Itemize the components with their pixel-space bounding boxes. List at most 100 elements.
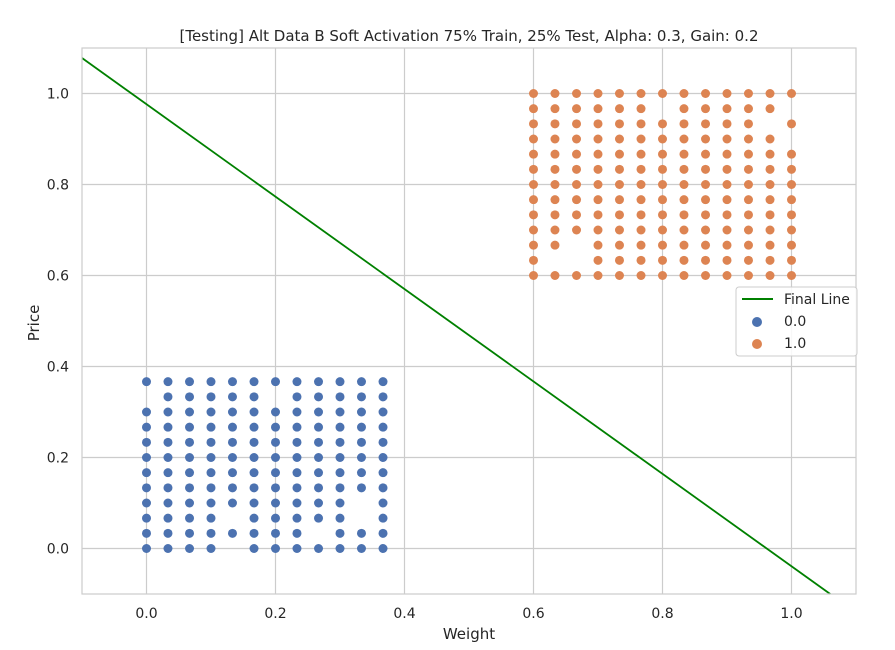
data-point: [529, 104, 538, 114]
data-point: [378, 422, 388, 432]
data-point: [636, 134, 646, 144]
data-point: [206, 528, 216, 538]
data-point: [722, 119, 732, 129]
data-point: [743, 195, 753, 205]
x-tick-label: 0.4: [393, 606, 415, 622]
data-point: [743, 271, 753, 280]
data-point: [227, 483, 237, 493]
data-point: [271, 422, 280, 432]
data-point: [765, 210, 775, 220]
data-point: [614, 210, 624, 220]
data-point: [314, 453, 324, 462]
data-point: [550, 210, 560, 220]
data-point: [142, 544, 151, 553]
data-point: [722, 149, 732, 159]
data-point: [722, 104, 732, 114]
data-point: [593, 180, 603, 189]
data-point: [206, 544, 216, 553]
data-point: [614, 89, 624, 98]
data-point: [614, 149, 624, 159]
data-point: [593, 225, 603, 235]
data-point: [335, 377, 345, 387]
series-0-points: [142, 377, 388, 553]
data-point: [271, 407, 280, 417]
data-point: [679, 149, 689, 159]
data-point: [227, 422, 237, 432]
data-point: [572, 89, 582, 98]
data-point: [550, 134, 560, 144]
data-point: [206, 422, 216, 432]
data-point: [292, 407, 302, 417]
data-point: [593, 271, 603, 280]
data-point: [529, 225, 538, 235]
data-point: [701, 104, 711, 114]
data-point: [593, 164, 603, 174]
data-point: [593, 149, 603, 159]
data-point: [593, 240, 603, 250]
data-point: [743, 164, 753, 174]
data-point: [185, 437, 195, 447]
data-point: [550, 225, 560, 235]
data-point: [743, 180, 753, 189]
x-axis-label: Weight: [443, 625, 495, 643]
data-point: [206, 498, 216, 508]
data-point: [572, 225, 582, 235]
data-point: [206, 437, 216, 447]
data-point: [271, 483, 280, 493]
data-point: [765, 240, 775, 250]
data-point: [743, 89, 753, 98]
data-point: [743, 255, 753, 265]
data-point: [787, 225, 796, 235]
data-point: [249, 392, 259, 402]
y-axis-label: Price: [25, 305, 43, 342]
data-point: [679, 195, 689, 205]
data-point: [614, 180, 624, 189]
data-point: [314, 544, 324, 553]
data-point: [227, 498, 237, 508]
data-point: [550, 164, 560, 174]
data-point: [378, 513, 388, 523]
data-point: [765, 89, 775, 98]
data-point: [593, 195, 603, 205]
data-point: [593, 134, 603, 144]
data-point: [701, 240, 711, 250]
data-point: [227, 468, 237, 478]
data-point: [249, 453, 259, 462]
data-point: [550, 89, 560, 98]
data-point: [378, 544, 388, 553]
data-point: [636, 149, 646, 159]
y-tick-label: 0.2: [47, 451, 69, 467]
data-point: [335, 392, 345, 402]
data-point: [679, 134, 689, 144]
data-point: [787, 149, 796, 159]
data-point: [572, 210, 582, 220]
data-point: [185, 453, 195, 462]
data-point: [572, 271, 582, 280]
data-point: [335, 422, 345, 432]
y-tick-labels: 0.0 0.2 0.4 0.6 0.8 1.0: [47, 87, 69, 558]
data-point: [636, 271, 646, 280]
data-point: [378, 407, 388, 417]
data-point: [701, 225, 711, 235]
data-point: [572, 104, 582, 114]
data-point: [335, 468, 345, 478]
data-point: [249, 483, 259, 493]
data-point: [271, 377, 280, 387]
data-point: [292, 513, 302, 523]
data-point: [249, 377, 259, 387]
data-point: [142, 453, 151, 462]
data-point: [701, 89, 711, 98]
data-point: [227, 437, 237, 447]
data-point: [206, 453, 216, 462]
x-tick-labels: 0.0 0.2 0.4 0.6 0.8 1.0: [135, 606, 802, 622]
data-point: [765, 134, 775, 144]
data-point: [335, 513, 345, 523]
data-point: [206, 513, 216, 523]
data-point: [529, 255, 538, 265]
data-point: [227, 453, 237, 462]
data-point: [787, 210, 796, 220]
data-point: [378, 437, 388, 447]
data-point: [636, 210, 646, 220]
data-point: [185, 544, 195, 553]
data-point: [658, 255, 667, 265]
